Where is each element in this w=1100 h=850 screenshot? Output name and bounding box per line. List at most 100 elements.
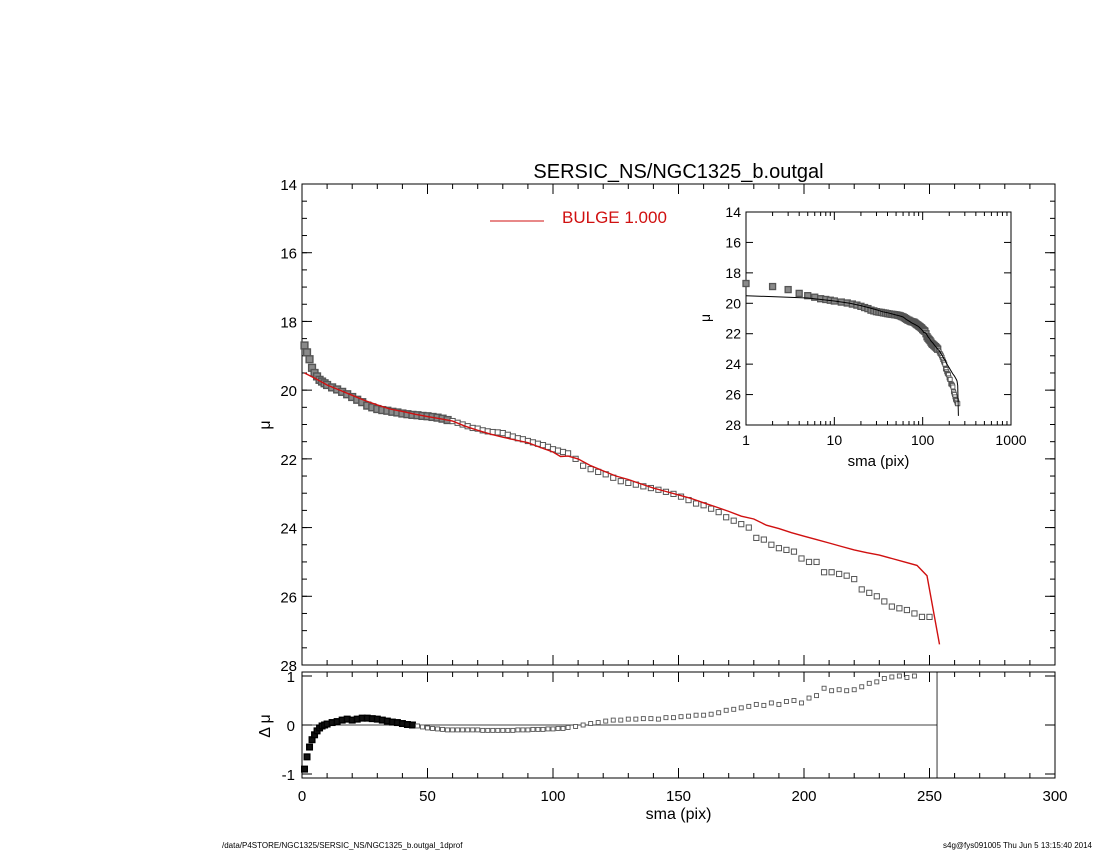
residual-point <box>595 720 601 725</box>
observed-point <box>617 478 624 485</box>
residual-point <box>701 712 707 718</box>
observed-point <box>723 514 730 521</box>
residual-point <box>490 727 496 733</box>
residual-point <box>545 726 551 732</box>
residual-point <box>440 726 446 732</box>
inset-y-tick-label: 26 <box>725 387 741 403</box>
inset-x-axis-label: sma (pix) <box>848 453 910 470</box>
residual-point <box>465 727 471 733</box>
residual-point <box>445 727 451 733</box>
observed-point <box>300 341 309 350</box>
residual-point <box>633 716 639 722</box>
inset-y-tick-label: 24 <box>725 356 741 372</box>
residual-point <box>761 702 767 708</box>
residual-point <box>580 722 586 728</box>
residual-point <box>904 675 910 680</box>
observed-point <box>881 598 888 605</box>
residual-point <box>911 673 917 679</box>
inset-observed-point <box>804 292 812 300</box>
observed-point <box>580 462 587 469</box>
residual-y-axis-label: Δ μ <box>257 714 274 737</box>
residual-point <box>540 726 546 732</box>
observed-point <box>858 586 865 593</box>
residual-point <box>874 679 880 685</box>
residual-point <box>768 700 774 706</box>
residual-point <box>881 676 887 681</box>
inset-observed-point <box>947 376 953 382</box>
residual-point <box>814 693 819 699</box>
observed-point <box>559 448 567 456</box>
observed-point <box>708 505 715 512</box>
residual-y-tick-label: 0 <box>287 718 295 735</box>
residual-point <box>505 727 511 733</box>
residual-point <box>655 716 661 722</box>
observed-point <box>873 593 880 600</box>
main-y-tick-label: 22 <box>280 452 297 469</box>
residual-point <box>588 721 594 726</box>
observed-point <box>587 466 594 473</box>
observed-point <box>775 545 782 552</box>
residual-point <box>693 712 699 718</box>
residual-point <box>829 688 835 694</box>
observed-point <box>753 534 760 541</box>
residual-point <box>625 716 631 722</box>
residual-point <box>610 717 616 723</box>
observed-point <box>640 483 647 490</box>
residual-point <box>510 727 516 733</box>
residual-point <box>776 701 782 707</box>
residual-x-tick-label: 250 <box>917 788 942 805</box>
residual-point <box>555 725 561 731</box>
residual-point <box>450 727 456 733</box>
observed-point <box>888 603 895 610</box>
inset-y-tick-label: 18 <box>725 265 741 281</box>
residual-point <box>565 725 571 730</box>
residual-x-tick-label: 200 <box>791 788 816 805</box>
residual-point <box>430 725 435 731</box>
observed-point <box>305 355 314 364</box>
residual-point <box>435 726 440 732</box>
residual-point <box>573 724 579 729</box>
residual-point <box>836 687 842 693</box>
observed-point <box>926 613 933 620</box>
main-y-tick-label: 20 <box>280 383 297 400</box>
residual-point <box>460 727 466 733</box>
observed-point <box>302 348 312 357</box>
residual-point <box>859 684 865 690</box>
inset-y-axis-label: μ <box>697 314 713 322</box>
observed-point <box>730 517 737 524</box>
residual-point <box>485 727 491 733</box>
inset-plot-frame <box>745 211 1012 426</box>
residual-point <box>515 727 521 733</box>
residual-point <box>408 721 416 729</box>
residual-point <box>301 765 309 773</box>
inset-x-tick-label: 10 <box>827 432 843 448</box>
footer-timestamp: s4g@fys091005 Thu Jun 5 13:15:40 2014 <box>943 841 1092 850</box>
residual-point <box>678 714 684 720</box>
observed-point <box>544 443 552 450</box>
inset-y-tick-label: 28 <box>725 417 741 433</box>
inset-observed-point <box>950 384 956 390</box>
residual-point <box>500 727 506 733</box>
residual-point <box>550 726 556 732</box>
observed-point <box>843 572 850 579</box>
residual-y-tick-label: -1 <box>282 767 295 784</box>
residual-point <box>303 753 311 761</box>
residual-point <box>851 687 857 693</box>
residual-point <box>425 725 430 731</box>
inset-y-tick-label: 22 <box>725 326 741 342</box>
residual-x-axis-label: sma (pix) <box>646 806 712 823</box>
observed-point <box>866 589 873 596</box>
main-y-tick-label: 28 <box>280 658 297 675</box>
residual-point <box>844 688 850 694</box>
observed-point <box>918 613 926 620</box>
observed-point <box>896 605 903 612</box>
observed-point <box>494 429 501 436</box>
residual-point <box>560 725 566 731</box>
residual-point <box>480 727 486 733</box>
observed-point <box>911 610 918 617</box>
chart-title: SERSIC_NS/NGC1325_b.outgal <box>533 161 823 183</box>
residual-point <box>746 703 752 709</box>
residual-point <box>723 707 729 713</box>
main-y-tick-label: 16 <box>280 246 297 263</box>
observed-point <box>539 442 547 449</box>
